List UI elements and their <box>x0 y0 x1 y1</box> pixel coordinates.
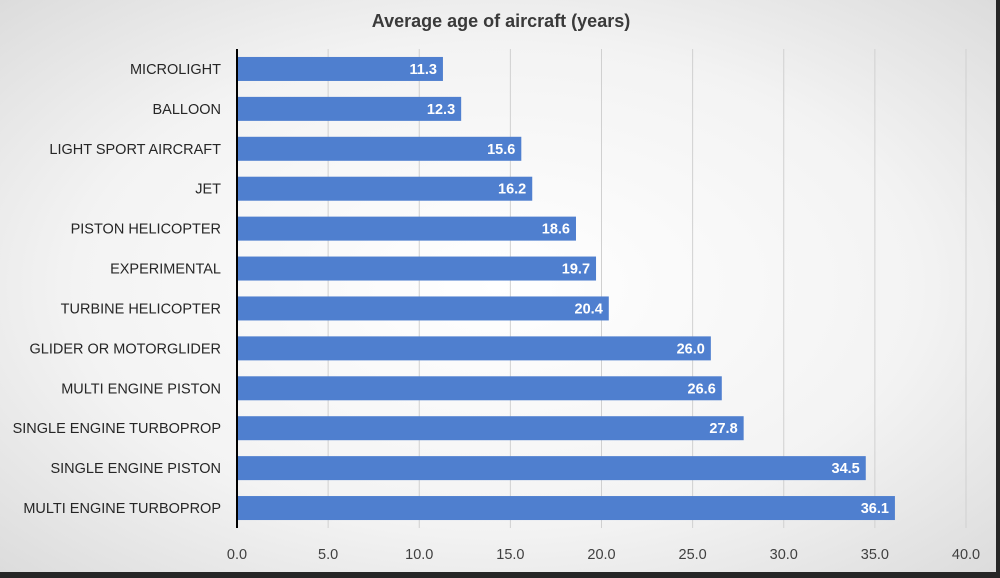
data-label: 34.5 <box>832 461 860 477</box>
category-label: MULTI ENGINE PISTON <box>61 381 221 397</box>
bar <box>237 216 576 241</box>
x-axis-tick-labels: 0.0 5.0 10.0 15.0 20.0 25.0 30.0 35.0 40.0 <box>227 547 980 563</box>
category-label: LIGHT SPORT AIRCRAFT <box>49 142 221 158</box>
bar <box>237 376 722 401</box>
bar <box>237 256 597 281</box>
gridlines <box>327 49 967 528</box>
category-label: MULTI ENGINE TURBOPROP <box>23 501 221 517</box>
category-label: JET <box>195 182 221 198</box>
data-label: 16.2 <box>498 182 526 198</box>
data-label: 36.1 <box>861 501 889 517</box>
category-label: SINGLE ENGINE TURBOPROP <box>13 421 221 437</box>
x-tick-label: 35.0 <box>861 547 889 563</box>
x-tick-label: 5.0 <box>318 547 338 563</box>
bars: 11.3 12.3 15.6 16.2 18.6 19.7 20.4 26.0 26.6 27.8… <box>237 56 895 521</box>
x-tick-label: 25.0 <box>679 547 707 563</box>
category-labels: MICROLIGHT BALLOON LIGHT SPORT AIRCRAFT JET… <box>13 62 222 517</box>
bar <box>237 456 866 481</box>
bar <box>237 176 533 201</box>
x-tick-label: 30.0 <box>770 547 798 563</box>
category-label: TURBINE HELICOPTER <box>61 301 221 317</box>
data-label: 12.3 <box>427 102 455 118</box>
data-label: 18.6 <box>542 222 570 238</box>
bar <box>237 496 895 521</box>
bar <box>237 416 744 441</box>
data-label: 26.6 <box>688 381 716 397</box>
bar <box>237 296 609 321</box>
data-label: 20.4 <box>575 301 603 317</box>
x-tick-label: 0.0 <box>227 547 247 563</box>
data-label: 15.6 <box>487 142 515 158</box>
chart-title: Average age of aircraft (years) <box>372 11 630 31</box>
bar <box>237 136 522 161</box>
x-tick-label: 40.0 <box>952 547 980 563</box>
data-label: 19.7 <box>562 262 590 278</box>
data-label: 26.0 <box>677 341 705 357</box>
x-tick-label: 10.0 <box>405 547 433 563</box>
category-label: PISTON HELICOPTER <box>71 222 221 238</box>
x-tick-label: 15.0 <box>496 547 524 563</box>
bar <box>237 336 711 361</box>
category-label: MICROLIGHT <box>130 62 221 78</box>
data-label: 27.8 <box>709 421 737 437</box>
category-label: BALLOON <box>153 102 222 118</box>
data-label: 11.3 <box>410 62 437 78</box>
bar <box>237 56 443 81</box>
category-label: EXPERIMENTAL <box>110 262 221 278</box>
category-label: SINGLE ENGINE PISTON <box>50 461 221 477</box>
category-label: GLIDER OR MOTORGLIDER <box>30 341 221 357</box>
x-tick-label: 20.0 <box>587 547 615 563</box>
bar <box>237 96 462 121</box>
